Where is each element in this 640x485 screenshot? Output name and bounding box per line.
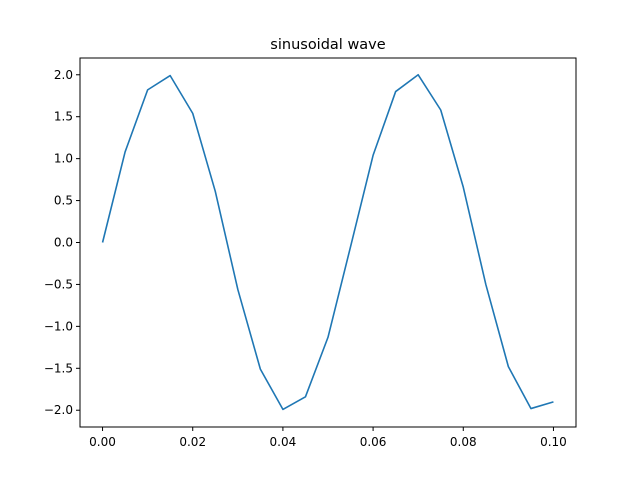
y-tick-label: 1.5 xyxy=(54,110,73,124)
x-tick-label: 0.00 xyxy=(89,435,116,449)
axes-frame xyxy=(79,57,577,428)
x-tick-label: 0.08 xyxy=(450,435,477,449)
y-tick-label: 2.0 xyxy=(54,68,73,82)
x-tick-label: 0.06 xyxy=(360,435,387,449)
y-tick-label: −0.5 xyxy=(44,277,73,291)
y-tick-label: −1.0 xyxy=(44,319,73,333)
x-tick-label: 0.04 xyxy=(270,435,297,449)
x-tick-label: 0.02 xyxy=(179,435,206,449)
y-tick-label: 0.5 xyxy=(54,194,73,208)
x-tick-label: 0.10 xyxy=(540,435,567,449)
y-tick-label: 1.0 xyxy=(54,152,73,166)
x-axis: 0.00 0.02 0.04 0.06 0.08 0.10 xyxy=(89,427,567,449)
y-tick-label: 0.0 xyxy=(54,236,73,250)
y-axis: 2.0 1.5 1.0 0.5 0.0 −0.5 −1.0 −1.5 −2.0 xyxy=(44,68,80,417)
y-tick-label: −1.5 xyxy=(44,361,73,375)
series-line-0 xyxy=(101,73,554,411)
chart-title: sinusoidal wave xyxy=(270,37,385,53)
plot-layer xyxy=(101,73,554,411)
y-tick-label: −2.0 xyxy=(44,403,73,417)
